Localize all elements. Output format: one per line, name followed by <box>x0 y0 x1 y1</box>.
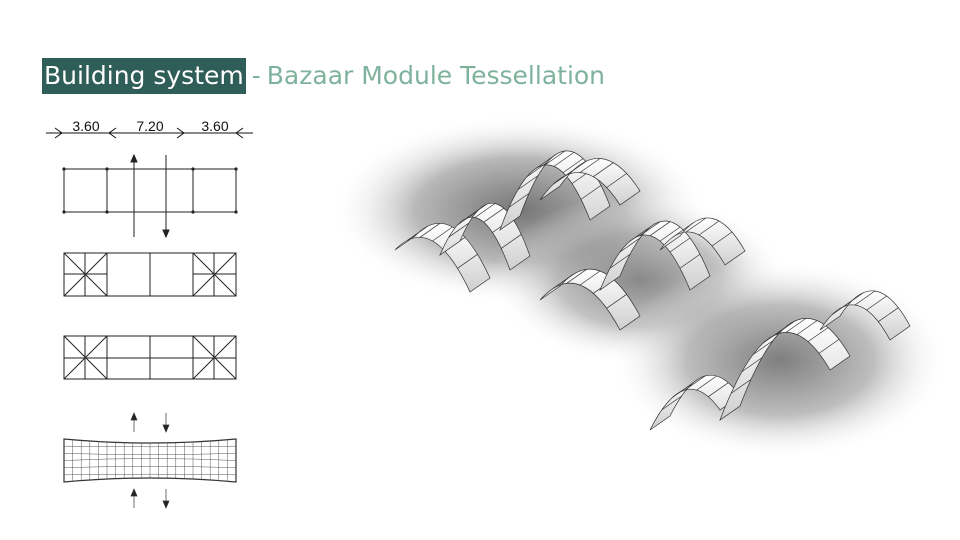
slide-title: Building system - Bazaar Module Tessella… <box>42 58 605 94</box>
title-subtitle: Bazaar Module Tessellation <box>266 61 606 90</box>
title-separator: - <box>251 61 261 90</box>
plan-form-found-mesh <box>63 412 237 509</box>
dimension-line <box>46 127 253 139</box>
vault-tessellation-illustration <box>330 115 950 460</box>
plan-cross-vaults <box>63 252 237 297</box>
plan-mesh-lines <box>63 439 237 482</box>
title-main: Building system <box>42 58 246 94</box>
plan-ridge-vaults <box>63 335 237 380</box>
dimension-label-right: 3.60 <box>201 118 228 134</box>
dimension-label-center: 7.20 <box>136 118 163 134</box>
dimension-label-left: 3.60 <box>72 118 99 134</box>
plan-column-grid <box>62 153 238 239</box>
